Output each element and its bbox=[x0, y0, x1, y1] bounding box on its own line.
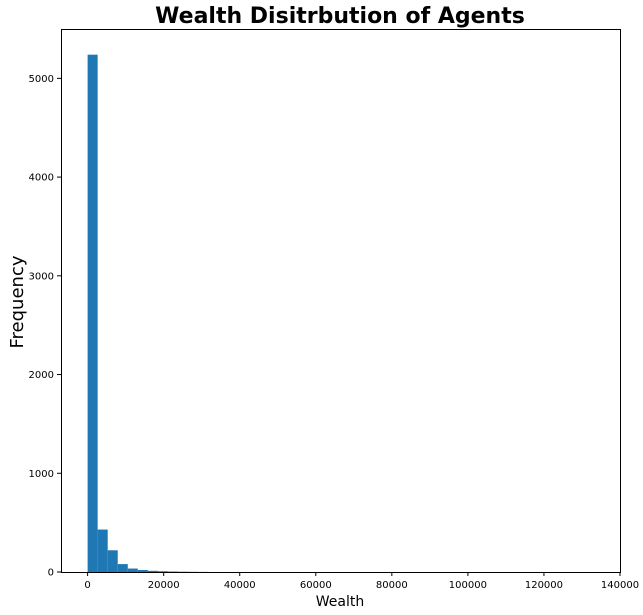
y-tick-label: 1000 bbox=[29, 469, 54, 480]
x-tick-label: 80000 bbox=[376, 580, 408, 591]
y-tick-label: 5000 bbox=[29, 74, 54, 85]
histogram-bar bbox=[97, 529, 108, 572]
x-axis-label: Wealth bbox=[316, 594, 364, 610]
x-tick-label: 40000 bbox=[224, 580, 256, 591]
histogram-bar bbox=[87, 54, 98, 573]
histogram-bar bbox=[157, 571, 168, 572]
y-tick-label: 4000 bbox=[29, 173, 54, 184]
y-tick-label: 3000 bbox=[29, 271, 54, 282]
x-tick-label: 0 bbox=[84, 580, 90, 591]
y-axis-ticks: 0 1000 2000 3000 4000 5000 bbox=[29, 74, 61, 579]
plot-frame bbox=[61, 29, 621, 573]
x-tick-label: 60000 bbox=[300, 580, 332, 591]
histogram-bar bbox=[147, 570, 158, 572]
y-tick-label: 0 bbox=[48, 568, 54, 579]
x-tick-label: 140000 bbox=[601, 580, 639, 591]
bars-group bbox=[87, 54, 209, 573]
x-tick-label: 20000 bbox=[148, 580, 180, 591]
x-axis-ticks: 0 20000 40000 60000 80000 100000 120000 140000 bbox=[84, 572, 639, 591]
y-axis-label: Frequency bbox=[7, 255, 28, 348]
histogram-bar bbox=[127, 568, 138, 572]
x-tick-label: 120000 bbox=[525, 580, 563, 591]
chart-title: Wealth Disitrbution of Agents bbox=[155, 4, 525, 29]
y-tick-label: 2000 bbox=[29, 370, 54, 381]
histogram-bar bbox=[137, 570, 148, 572]
histogram-bar bbox=[107, 550, 118, 572]
x-tick-label: 100000 bbox=[449, 580, 487, 591]
histogram-bar bbox=[117, 564, 128, 572]
